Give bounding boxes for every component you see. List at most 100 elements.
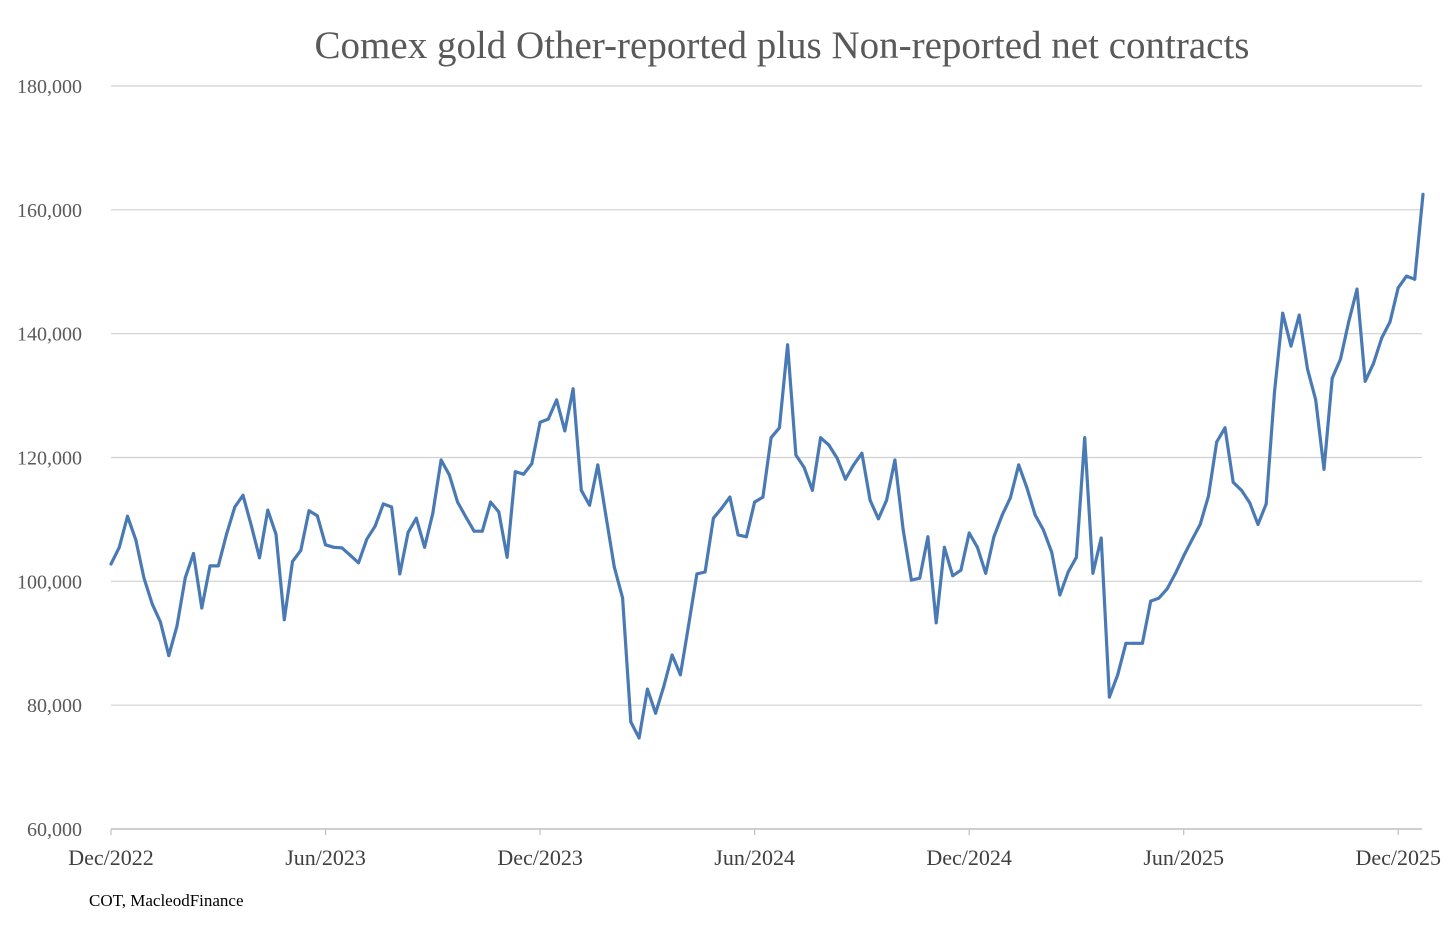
data-point [1380,336,1384,340]
data-point [423,545,427,549]
data-point [1421,192,1425,196]
data-point [439,458,443,462]
data-point [662,684,666,688]
data-point [588,503,592,507]
x-tick-label: Dec/2022 [68,845,154,870]
data-point [538,420,542,424]
data-point [142,576,146,580]
data-point [1355,287,1359,291]
data-point [431,511,435,515]
data-point [744,535,748,539]
data-point [291,560,294,563]
data-point [1165,587,1169,591]
data-point [266,508,270,512]
data-point [1041,528,1045,532]
x-tick-label: Jun/2023 [285,845,366,870]
y-tick-label: 80,000 [27,695,82,717]
data-point [1231,480,1235,484]
data-point [777,426,781,430]
data-point [711,516,715,520]
data-point [596,463,600,467]
data-point [1297,313,1301,317]
data-point [1363,379,1367,383]
data-point [975,545,979,549]
data-point [736,533,740,537]
data-point [629,720,633,724]
data-point [200,606,204,610]
data-point [1025,486,1029,490]
data-point [1149,599,1153,603]
data-point [1281,311,1285,315]
x-tick-label: Dec/2023 [497,845,583,870]
data-point [1190,538,1194,542]
data-point [1396,286,1400,290]
data-point [1174,571,1177,575]
data-point [1256,522,1260,526]
data-point [233,505,237,509]
series-line [109,192,1425,740]
data-point [1273,390,1276,394]
data-point [414,516,418,520]
data-point [192,552,195,555]
data-point [1322,467,1326,471]
data-point [753,500,757,504]
y-tick-label: 180,000 [17,76,82,98]
data-point [513,470,517,474]
data-point [1198,522,1202,526]
data-point [530,462,534,466]
data-point [208,564,212,568]
data-point [1372,361,1375,365]
data-point [1314,398,1318,402]
data-point [1405,274,1408,278]
data-point [637,736,641,740]
data-point [1215,440,1219,444]
data-point [307,509,311,513]
data-point [497,510,501,514]
data-point [1008,496,1012,500]
data-point [406,530,410,534]
data-point [579,488,583,492]
data-point [390,505,394,509]
data-point [357,561,360,565]
data-point [1140,641,1144,645]
data-point [381,502,385,506]
data-point [604,515,608,519]
data-point [703,570,707,574]
data-point [274,532,278,536]
data-point [654,711,658,715]
y-tick-label: 160,000 [17,200,82,222]
data-point [480,529,484,533]
data-point [1124,641,1128,645]
data-point [769,436,773,440]
x-tick-label: Dec/2024 [926,845,1012,870]
data-point [678,673,682,677]
data-point [918,576,922,580]
data-point [621,596,625,600]
data-point [249,524,253,528]
data-point [1388,320,1392,324]
data-point [522,472,526,476]
data-point [695,572,699,576]
source-note: COT, MacleodFinance [89,891,244,910]
data-point [1264,502,1268,506]
data-point [109,562,113,566]
data-point [860,451,864,455]
data-point [398,572,402,576]
data-point [852,463,856,467]
data-point [1413,277,1417,281]
data-point [282,618,286,622]
data-point [1306,367,1309,371]
data-point [315,514,319,518]
data-point [1182,554,1186,558]
data-point [687,623,691,627]
data-point [365,537,369,541]
data-point [340,546,344,550]
data-point [1223,426,1227,430]
data-point [612,565,616,569]
data-point [1347,320,1351,324]
data-point [134,538,138,542]
data-point [670,653,674,657]
data-point [216,564,220,568]
y-tick-label: 100,000 [17,571,82,593]
